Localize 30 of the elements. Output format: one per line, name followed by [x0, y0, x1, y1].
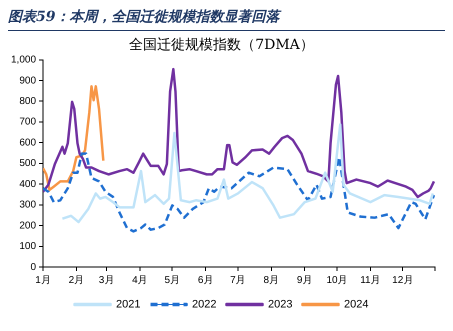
x-tick-label: 9月: [296, 274, 312, 286]
x-tick-label: 6月: [198, 274, 214, 286]
y-tick-label: 800: [19, 96, 36, 107]
line-series: [43, 152, 435, 233]
x-tick-label: 4月: [132, 274, 148, 286]
x-tick-label: 8月: [264, 274, 280, 286]
x-tick-label: 10月: [326, 274, 348, 286]
x-tick-label: 3月: [98, 274, 114, 286]
x-tick-label: 2月: [68, 274, 84, 286]
legend-label: 2022: [192, 298, 217, 311]
y-tick-label: 1,000: [10, 54, 36, 66]
y-tick-label: 300: [19, 200, 36, 211]
x-tick-label: 12月: [392, 274, 414, 286]
x-tick-label: 5月: [164, 274, 180, 286]
y-tick-label: 100: [19, 241, 36, 252]
y-tick-label: 400: [19, 178, 36, 190]
y-tick-label: 900: [19, 75, 36, 86]
y-tick-label: 0: [30, 262, 36, 273]
chart-title: 图表59：本周，全国迁徙规模指数显著回落: [8, 8, 445, 31]
chart-subtitle: 全国迁徙规模指数（7DMA）: [129, 37, 314, 54]
y-tick-label: 700: [19, 116, 36, 128]
y-tick-label: 200: [19, 220, 36, 232]
legend-label: 2024: [344, 298, 368, 311]
y-tick-label: 500: [19, 158, 36, 170]
legend-label: 2021: [116, 298, 141, 311]
x-tick-label: 11月: [360, 274, 381, 286]
y-tick-label: 600: [19, 137, 36, 148]
legend-label: 2023: [268, 298, 292, 311]
x-tick-label: 1月: [35, 274, 51, 286]
x-tick-label: 7月: [230, 274, 246, 286]
